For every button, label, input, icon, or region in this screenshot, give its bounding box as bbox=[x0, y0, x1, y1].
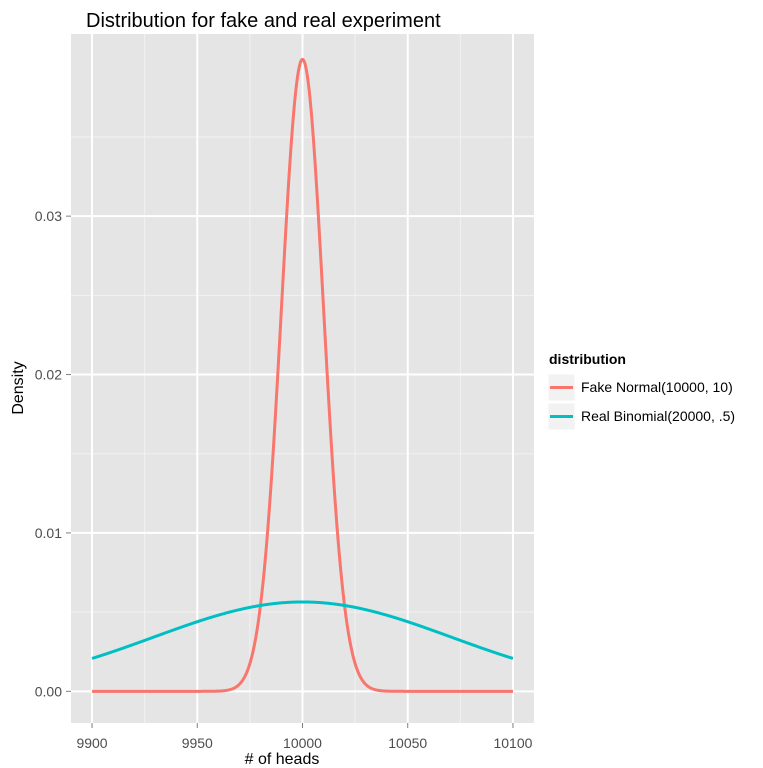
y-tick-label: 0.02 bbox=[35, 367, 62, 383]
legend-title: distribution bbox=[549, 351, 626, 367]
x-tick-labels: 9900 9950 10000 10050 10100 bbox=[76, 735, 532, 751]
y-tick-label: 0.01 bbox=[35, 525, 62, 541]
legend-label: Fake Normal(10000, 10) bbox=[581, 379, 733, 395]
x-tick-label: 10100 bbox=[493, 735, 532, 751]
y-tick-label: 0.03 bbox=[35, 208, 62, 224]
y-tick-labels: 0.00 0.01 0.02 0.03 bbox=[35, 208, 62, 699]
grid-major bbox=[71, 34, 534, 723]
y-axis-title: Density bbox=[10, 361, 27, 414]
legend-label: Real Binomial(20000, .5) bbox=[581, 408, 735, 424]
x-tick-label: 9900 bbox=[76, 735, 107, 751]
x-tick-label: 9950 bbox=[182, 735, 213, 751]
series-line-fake-normal bbox=[91, 57, 514, 693]
chart-title: Distribution for fake and real experimen… bbox=[86, 10, 441, 32]
series-layer bbox=[91, 57, 514, 693]
y-tick-label: 0.00 bbox=[35, 683, 62, 699]
x-axis-title: # of heads bbox=[245, 751, 320, 768]
axis-ticks bbox=[66, 215, 514, 728]
x-tick-label: 10050 bbox=[388, 735, 427, 751]
legend-item: Real Binomial(20000, .5) bbox=[547, 402, 735, 431]
legend-item: Fake Normal(10000, 10) bbox=[547, 373, 733, 402]
legend: distribution Fake Normal(10000, 10) Real … bbox=[547, 351, 735, 431]
x-tick-label: 10000 bbox=[283, 735, 322, 751]
series-line-real-binomial bbox=[91, 600, 514, 660]
legend-items: Fake Normal(10000, 10) Real Binomial(2000… bbox=[547, 373, 735, 431]
